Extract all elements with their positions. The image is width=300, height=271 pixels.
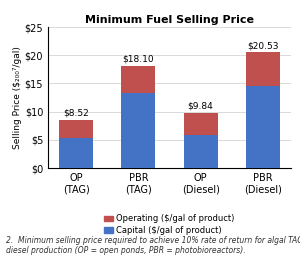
Title: Minimum Fuel Selling Price: Minimum Fuel Selling Price xyxy=(85,15,254,25)
Bar xyxy=(59,120,93,138)
Bar xyxy=(184,135,218,168)
Text: $8.52: $8.52 xyxy=(63,109,89,118)
Text: 2.  Minimum selling price required to achieve 10% rate of return for algal TAG
d: 2. Minimum selling price required to ach… xyxy=(6,236,300,255)
Y-axis label: Selling Price ($₂₀₀⁷/gal): Selling Price ($₂₀₀⁷/gal) xyxy=(13,46,22,149)
Text: $18.10: $18.10 xyxy=(123,55,154,64)
Bar xyxy=(246,52,280,86)
Bar xyxy=(184,112,218,135)
Legend: Operating ($/gal of product), Capital ($/gal of product): Operating ($/gal of product), Capital ($… xyxy=(104,214,235,235)
Bar xyxy=(121,66,155,93)
Bar xyxy=(246,86,280,168)
Bar xyxy=(59,138,93,168)
Text: $20.53: $20.53 xyxy=(247,41,279,50)
Bar xyxy=(121,93,155,168)
Text: $9.84: $9.84 xyxy=(188,101,214,110)
